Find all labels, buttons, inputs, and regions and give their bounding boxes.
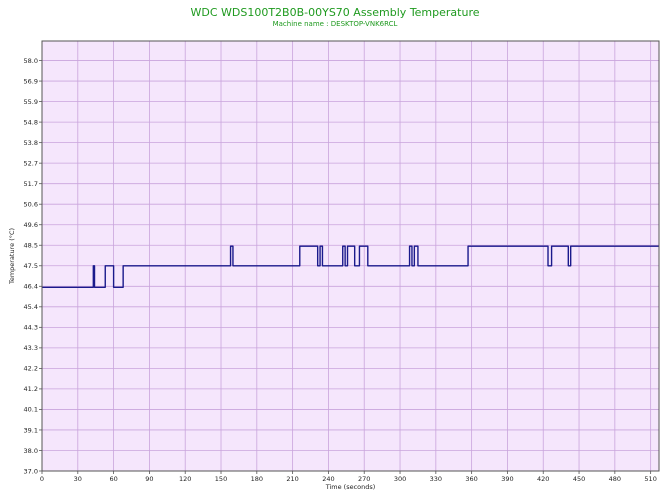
x-axis-label: Time (seconds) [325,483,376,491]
y-tick-label: 55.9 [24,98,38,106]
y-tick-label: 49.6 [24,221,38,229]
y-tick-label: 58.0 [24,57,38,65]
y-axis-ticks: 37.0 38.0 39.1 40.1 41.2 42.2 43.3 44.3 45.4 46.4… [24,57,42,475]
y-tick-label: 43.3 [24,344,38,352]
y-tick-label: 54.8 [24,118,38,126]
y-tick-label: 37.0 [24,467,38,475]
plot-border [41,40,660,472]
y-tick-label: 50.6 [24,201,38,209]
y-tick-label: 47.5 [24,262,38,270]
y-tick-label: 46.4 [24,283,38,291]
x-tick-label: 450 [573,475,585,483]
y-tick-label: 42.2 [24,365,38,373]
grid-lines [41,41,659,472]
y-tick-label: 52.7 [24,159,38,167]
plot-area [42,41,659,471]
y-tick-label: 44.3 [24,324,38,332]
x-tick-label: 30 [74,475,82,483]
x-tick-label: 90 [145,475,153,483]
x-tick-label: 0 [40,475,44,483]
x-tick-label: 240 [322,475,334,483]
chart-title: WDC WDS100T2B0B-00YS70 Assembly Temperat… [190,6,480,19]
x-tick-label: 300 [394,475,406,483]
y-tick-label: 41.2 [24,385,38,393]
x-tick-label: 150 [215,475,227,483]
y-tick-label: 39.1 [24,426,38,434]
y-tick-label: 45.4 [24,303,38,311]
y-axis-label: Temperature (°C) [8,228,16,285]
x-tick-label: 510 [644,475,656,483]
x-tick-label: 420 [537,475,549,483]
x-tick-label: 330 [430,475,442,483]
y-tick-label: 56.9 [24,77,38,85]
x-tick-label: 120 [179,475,191,483]
x-tick-label: 60 [109,475,117,483]
y-tick-label: 38.0 [24,447,38,455]
series-line [42,245,659,288]
y-tick-label: 51.7 [24,180,38,188]
x-tick-label: 210 [286,475,298,483]
x-axis-ticks: 0 30 60 90 120 150 180 210 240 270 300 330 360 390 420… [40,471,657,483]
y-tick-label: 53.8 [24,139,38,147]
x-tick-label: 270 [358,475,370,483]
x-tick-label: 480 [609,475,621,483]
x-tick-label: 180 [251,475,263,483]
y-tick-label: 48.5 [24,242,38,250]
x-tick-label: 360 [465,475,477,483]
x-tick-label: 390 [501,475,513,483]
chart-subtitle: Machine name : DESKTOP-VNK6RCL [272,20,398,28]
y-tick-label: 40.1 [24,406,38,414]
